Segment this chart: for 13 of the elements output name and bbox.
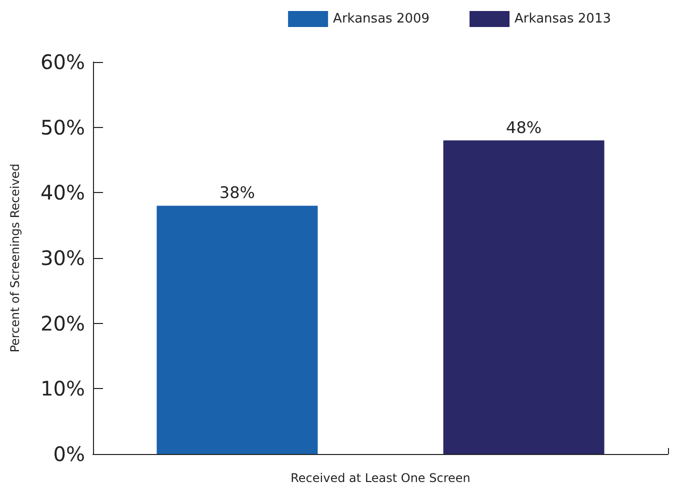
y-tick-label: 20% [40,311,85,336]
data-label: 38% [219,183,255,202]
y-tick-label: 50% [40,115,85,140]
y-tick-label: 60% [40,50,85,74]
y-axis-title: Percent of Screenings Received [8,164,22,352]
y-tick-label: 30% [40,246,85,270]
x-axis-title: Received at Least One Screen [290,471,470,485]
y-tick-label: 40% [40,180,85,205]
data-label: 48% [506,118,542,137]
legend-label: Arkansas 2009 [333,12,430,26]
legend-label: Arkansas 2013 [514,12,612,26]
y-tick-label: 10% [40,376,85,401]
y-tick-label: 0% [53,442,85,466]
